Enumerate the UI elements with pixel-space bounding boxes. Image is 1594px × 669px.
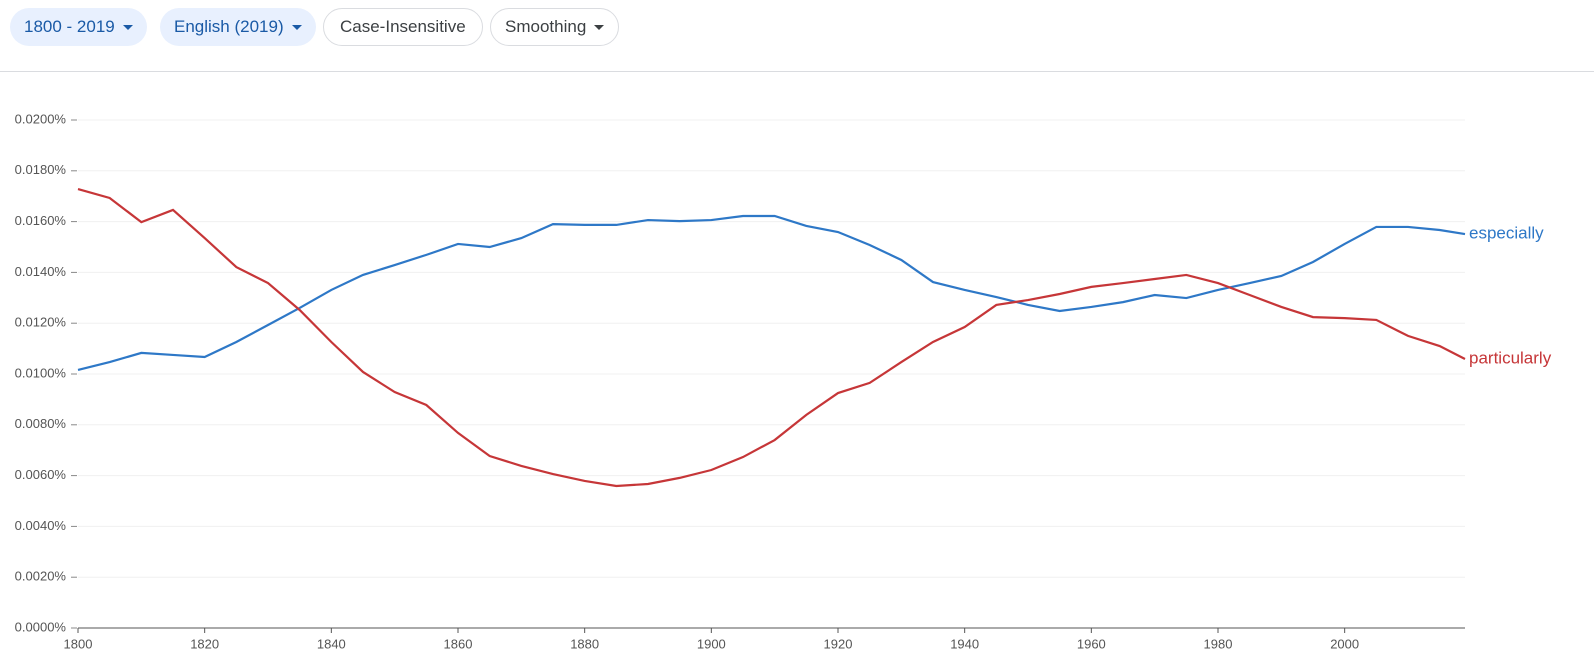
dropdown-arrow (291, 24, 302, 30)
x-tick-label: 1820 (190, 636, 219, 651)
y-tick-label: 0.0120% (15, 315, 67, 330)
y-tick-label: 0.0020% (15, 569, 67, 584)
smoothing-chip[interactable]: Smoothing (490, 8, 620, 46)
x-tick-label: 1860 (444, 636, 473, 651)
series-line (77, 188, 1466, 488)
dropdown-arrow (594, 24, 605, 30)
y-tick-label: 0.0060% (15, 467, 67, 482)
chip-label: Case-Insensitive (340, 17, 466, 36)
x-tick-label: 1840 (317, 636, 346, 651)
series-line (77, 214, 1466, 372)
year-range-chip[interactable]: 1800 - 2019 (10, 8, 147, 46)
x-tick-label: 1980 (1204, 636, 1233, 651)
y-tick-label: 0.0000% (15, 619, 67, 634)
chip-label: Smoothing (505, 17, 587, 36)
series-label: particularly (1469, 348, 1552, 367)
y-tick-label: 0.0100% (15, 365, 67, 380)
case-chip[interactable]: Case-Insensitive (323, 8, 483, 46)
y-tick-label: 0.0200% (15, 111, 67, 126)
x-tick-label: 2000 (1330, 636, 1359, 651)
y-tick-label: 0.0040% (15, 518, 67, 533)
x-tick-label: 1960 (1077, 636, 1106, 651)
y-tick-label: 0.0080% (15, 416, 67, 431)
toolbar: 1800 - 2019 English (2019) Case-Insensit… (0, 0, 1594, 72)
y-tick-label: 0.0140% (15, 264, 67, 279)
x-tick-label: 1940 (950, 636, 979, 651)
x-tick-label: 1880 (570, 636, 599, 651)
y-tick-label: 0.0160% (15, 213, 67, 228)
x-tick-label: 1800 (64, 636, 93, 651)
x-tick-label: 1900 (697, 636, 726, 651)
corpus-chip[interactable]: English (2019) (160, 8, 316, 46)
y-tick-label: 0.0180% (15, 162, 67, 177)
series-label: especially (1469, 224, 1544, 243)
dropdown-arrow (122, 24, 133, 30)
chip-label: English (2019) (174, 17, 284, 36)
x-tick-label: 1920 (824, 636, 853, 651)
chip-label: 1800 - 2019 (24, 17, 115, 36)
